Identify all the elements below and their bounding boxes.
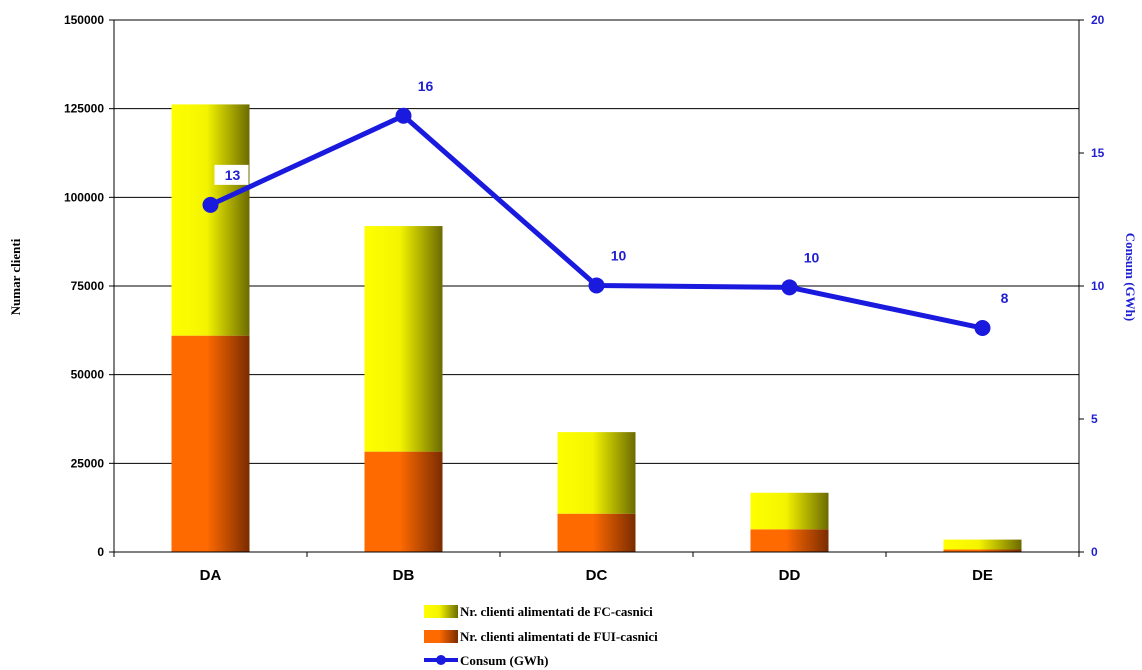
- consum-line: [209, 113, 984, 331]
- y-tick-label-2: 50000: [71, 368, 105, 382]
- bar-DE-series-1: [943, 539, 1022, 550]
- legend-label-fui: Nr. clienti alimentati de FUI-casnici: [460, 629, 658, 644]
- bar-DD-series-1: [750, 492, 829, 530]
- legend-swatch-fui: [424, 630, 458, 643]
- axes: [109, 19, 1084, 557]
- consum-point-DD: [781, 279, 798, 296]
- y2-tick-label-4: 20: [1091, 13, 1105, 27]
- consum-point-DE: [974, 320, 991, 337]
- y-tick-label-4: 100000: [64, 190, 104, 204]
- legend-label-consum: Consum (GWh): [460, 653, 549, 668]
- consum-label-DA: 13: [225, 167, 241, 183]
- gridlines: [114, 19, 1079, 464]
- y-axis-title: Numar clienti: [8, 238, 23, 315]
- x-tick-label-DD: DD: [779, 567, 801, 584]
- consum-label-DD: 10: [804, 249, 820, 265]
- consum-label-DC: 10: [611, 247, 627, 263]
- y-tick-label-6: 150000: [64, 13, 104, 27]
- legend: Nr. clienti alimentati de FC-casnici Nr.…: [424, 604, 658, 668]
- y2-tick-label-2: 10: [1091, 279, 1105, 293]
- bar-DD-series-0: [750, 529, 829, 552]
- consum-label-bg-DA: [214, 164, 249, 185]
- bars: [171, 104, 1022, 552]
- consum-label-DE: 8: [1001, 290, 1009, 306]
- tick-labels: 0 25000 50000 75000 100000 125000 150000 0 5 10 15…: [64, 13, 1105, 584]
- bar-DB-series-1: [364, 226, 443, 452]
- legend-swatch-marker: [436, 655, 446, 665]
- y2-axis-title: Consum (GWh): [1123, 233, 1138, 322]
- x-tick-label-DB: DB: [393, 567, 415, 584]
- bar-DA-series-1: [171, 104, 250, 336]
- legend-label-fc: Nr. clienti alimentati de FC-casnici: [460, 604, 653, 619]
- x-tick-label-DA: DA: [200, 567, 222, 584]
- bar-DB-series-0: [364, 451, 443, 552]
- bar-DA-series-0: [171, 335, 250, 552]
- y2-tick-label-3: 15: [1091, 146, 1105, 160]
- line-series: 13 16 10 10 8: [202, 78, 1009, 337]
- y2-tick-label-1: 5: [1091, 412, 1098, 426]
- y-tick-label-5: 125000: [64, 102, 104, 116]
- bar-DC-series-1: [557, 432, 636, 514]
- consum-point-DA: [202, 196, 219, 213]
- y-tick-label-0: 0: [97, 545, 104, 559]
- y-tick-label-1: 25000: [71, 456, 105, 470]
- x-tick-label-DE: DE: [972, 567, 993, 584]
- legend-swatch-fc: [424, 605, 458, 618]
- y2-tick-label-0: 0: [1091, 545, 1098, 559]
- bar-DC-series-0: [557, 513, 636, 552]
- y-tick-label-3: 75000: [71, 279, 105, 293]
- consum-label-DB: 16: [418, 78, 434, 94]
- bar-DE-series-0: [943, 549, 1022, 552]
- consum-point-DB: [395, 107, 412, 124]
- consum-point-DC: [588, 277, 605, 294]
- x-tick-label-DC: DC: [586, 567, 608, 584]
